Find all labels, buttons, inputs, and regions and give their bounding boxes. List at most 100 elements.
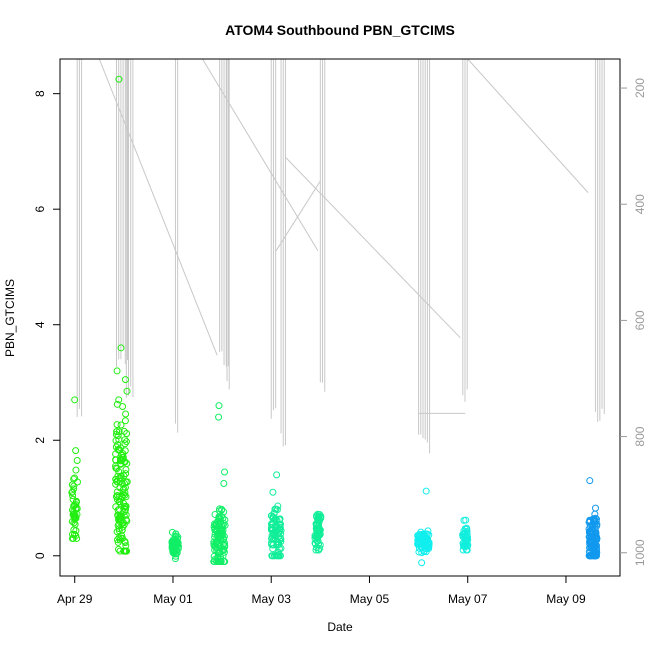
y-tick-label: 4	[33, 321, 47, 328]
y-tick-label: 0	[33, 552, 47, 559]
data-point	[422, 537, 430, 545]
data-point	[460, 516, 468, 524]
data-point	[312, 546, 320, 554]
data-point	[221, 539, 229, 547]
data-point	[71, 396, 79, 404]
data-point	[120, 485, 128, 493]
data-point	[211, 533, 219, 541]
x-axis: Apr 29 May 01 May 03 May 05 May 07 May 09	[57, 575, 586, 606]
data-point	[315, 546, 323, 554]
x-tick-label: May 09	[546, 592, 586, 606]
data-point	[593, 515, 601, 523]
data-point	[312, 522, 320, 530]
data-point	[313, 511, 321, 519]
data-point	[274, 548, 282, 556]
data-point	[415, 548, 423, 556]
track-connector	[285, 157, 461, 339]
data-point	[214, 541, 222, 549]
track-connector	[98, 58, 218, 356]
data-point	[590, 544, 598, 552]
x-tick-label: May 07	[448, 592, 488, 606]
data-point	[121, 376, 129, 384]
data-point	[115, 428, 123, 436]
data-point	[123, 547, 131, 555]
x-tick-label: May 03	[252, 592, 292, 606]
data-point	[212, 522, 220, 530]
y2-tick-label: 400	[633, 194, 647, 214]
data-point	[274, 552, 282, 560]
data-point	[215, 402, 223, 410]
data-point	[277, 534, 285, 542]
y-axis-label: PBN_GTCIMS	[3, 279, 17, 357]
data-point	[586, 477, 594, 485]
data-point	[113, 428, 121, 436]
y-tick-label: 2	[33, 437, 47, 444]
data-point	[122, 470, 130, 478]
data-point	[115, 75, 123, 83]
data-point	[463, 530, 471, 538]
x-tick-label: May 01	[153, 592, 193, 606]
data-point	[122, 410, 130, 418]
points-layer	[68, 75, 601, 567]
data-point	[172, 533, 180, 541]
data-point	[68, 517, 76, 525]
data-point	[68, 481, 76, 489]
data-point	[120, 427, 128, 435]
data-point	[114, 506, 122, 514]
data-point	[116, 446, 124, 454]
x-axis-label: Date	[327, 620, 353, 634]
data-point	[122, 493, 130, 501]
data-point	[425, 531, 433, 539]
data-point	[218, 525, 226, 533]
data-point	[121, 417, 129, 425]
data-point	[70, 530, 78, 538]
data-point	[589, 529, 597, 537]
track-connector	[202, 58, 319, 251]
data-point	[592, 552, 600, 560]
data-point	[118, 526, 126, 534]
data-point	[121, 458, 129, 466]
data-point	[273, 471, 281, 479]
data-point	[464, 541, 472, 549]
data-point	[418, 531, 426, 539]
data-point	[119, 499, 127, 507]
track-layer	[76, 58, 605, 454]
data-point	[68, 488, 76, 496]
data-point	[215, 513, 223, 521]
data-point	[586, 527, 594, 535]
data-point	[122, 466, 130, 474]
x-tick-label: Apr 29	[57, 592, 93, 606]
data-point	[588, 538, 596, 546]
data-point	[70, 485, 78, 493]
y2-axis: 200 400 600 800 1000	[620, 78, 647, 566]
data-point	[112, 480, 120, 488]
data-point	[173, 541, 181, 549]
data-point	[122, 438, 130, 446]
data-point	[115, 534, 123, 542]
y-axis: 0 2 4 6 8	[33, 90, 60, 559]
data-point	[218, 532, 226, 540]
track-connector	[467, 58, 589, 193]
data-point	[269, 520, 277, 528]
data-point	[70, 502, 78, 510]
data-point	[272, 552, 280, 560]
data-point	[123, 430, 131, 438]
data-point	[69, 534, 77, 542]
data-point	[316, 544, 324, 552]
data-point	[119, 518, 127, 526]
data-point	[120, 547, 128, 555]
data-point	[114, 432, 122, 440]
data-point	[218, 506, 226, 514]
data-point	[276, 516, 284, 524]
data-point	[219, 521, 227, 529]
data-point	[463, 533, 471, 541]
y2-tick-label: 800	[633, 426, 647, 446]
data-point	[220, 546, 228, 554]
data-point	[592, 504, 600, 512]
data-point	[314, 532, 322, 540]
y-tick-label: 8	[33, 90, 47, 97]
data-point	[69, 492, 77, 500]
data-point	[270, 509, 278, 517]
data-point	[73, 456, 81, 464]
